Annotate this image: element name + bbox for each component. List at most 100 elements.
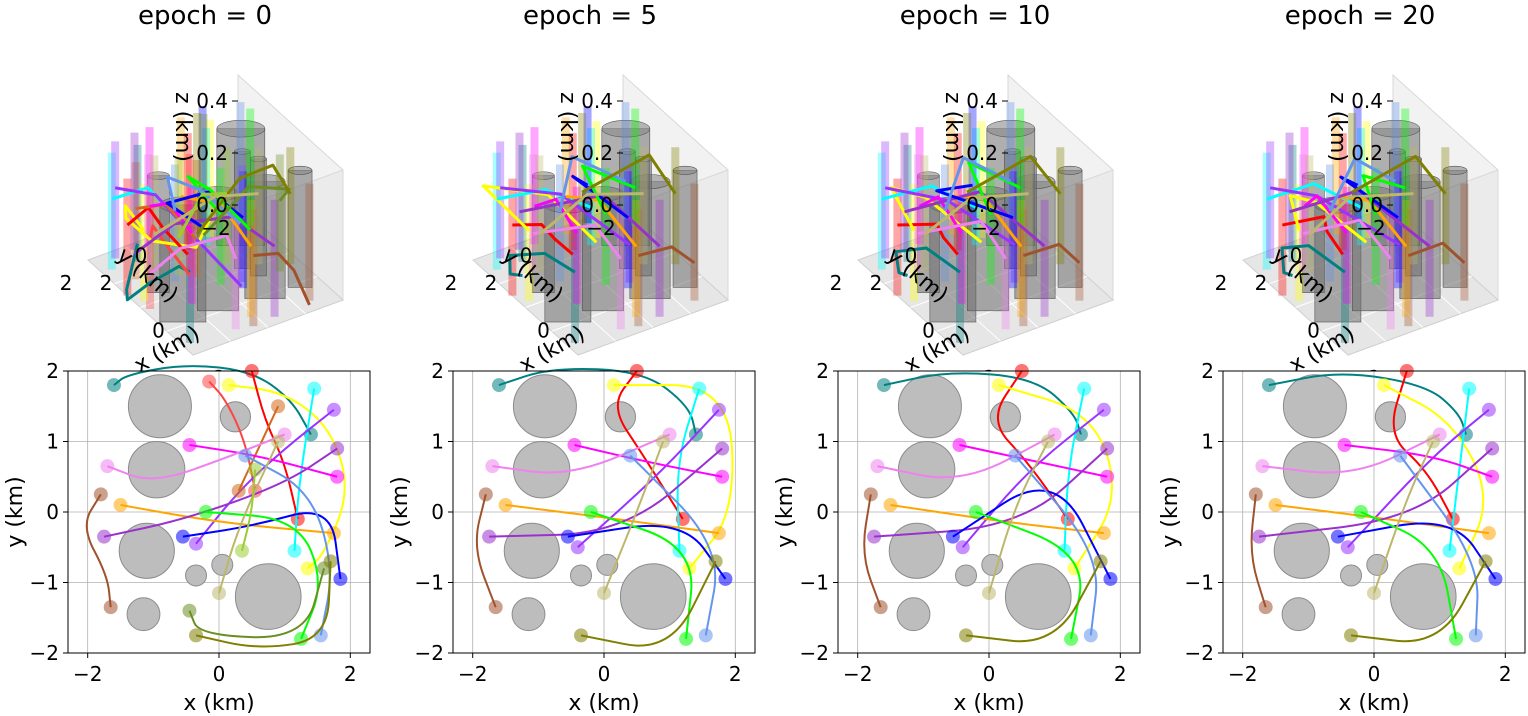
agent-column (236, 102, 245, 220)
agent-goal-marker (679, 631, 694, 646)
obstacle-circle (211, 553, 234, 576)
obstacle-circle (897, 374, 962, 439)
y-tick-label: 0 (46, 500, 59, 524)
agent-start-marker (876, 378, 891, 393)
agent-column (624, 171, 633, 289)
obstacle-circle (127, 440, 186, 499)
z-axis-label: z (km) (940, 92, 965, 162)
agent-column (655, 199, 664, 317)
obstacle-circle (118, 522, 175, 579)
agent-column (632, 200, 641, 317)
obstacle-circle (503, 522, 560, 579)
agent-column (1295, 184, 1304, 302)
agent-start-marker (574, 628, 589, 643)
agent-column (146, 192, 155, 309)
agent-start-marker (863, 487, 878, 502)
agent-trajectory (1383, 384, 1485, 569)
agent-start-marker (1337, 438, 1352, 453)
obstacle-circle (1374, 401, 1407, 433)
agent-goal-marker (1096, 526, 1111, 541)
agent-trajectory-3d (1407, 241, 1466, 264)
agent-start-marker (560, 529, 575, 544)
plot-2d-5: −2 0 2 −2 −1 0 1 2 x (km) y (km) (773, 359, 1141, 716)
x-tick-label: 2 (729, 662, 742, 686)
agent-trajectory-3d (500, 186, 631, 247)
agent-start-marker (1252, 529, 1267, 544)
agent-goal-marker (189, 536, 204, 551)
y-tick-label: −2 (971, 216, 1000, 240)
agent-column (1342, 186, 1351, 304)
obstacle-cylinder-top (601, 119, 651, 138)
agent-column (877, 152, 886, 270)
agent-start-marker (175, 529, 190, 544)
agent-goal-marker (488, 600, 503, 615)
x-tick-label: 2 (1499, 662, 1512, 686)
agent-start-marker (478, 487, 493, 502)
agent-start-marker (583, 505, 598, 519)
agent-column (286, 147, 295, 265)
agent-goal-marker (1481, 526, 1496, 541)
agent-column (1040, 199, 1049, 317)
agent-start-marker (867, 529, 882, 544)
agent-trajectory-3d (571, 174, 629, 219)
agent-column (631, 108, 640, 226)
agent-goal-marker (873, 600, 888, 615)
agent-column (1338, 133, 1347, 251)
agent-column (199, 114, 208, 231)
agent-column (111, 141, 120, 259)
x-tick-label: 0 (1307, 319, 1320, 343)
y-tick-label: 0 (1290, 244, 1303, 268)
agent-column (206, 119, 215, 237)
agent-start-marker (982, 586, 996, 601)
y-tick-label: −1 (30, 571, 59, 595)
x-tick-label: 0 (1368, 662, 1381, 686)
agent-column (525, 184, 534, 302)
agent-start-marker (307, 381, 322, 396)
agent-trajectory-3d (918, 195, 963, 234)
agent-start-marker (623, 448, 638, 463)
agent-trajectory (107, 433, 286, 480)
agent-column (578, 113, 587, 230)
agent-trajectory (890, 503, 1105, 535)
y-tick-label: −2 (800, 641, 829, 665)
agent-trajectory-3d (534, 197, 578, 234)
agent-start-marker (959, 628, 974, 643)
obstacle-cylinder-top (1389, 148, 1406, 155)
agent-start-marker (202, 374, 217, 389)
x-tick-label: 2 (1255, 271, 1268, 295)
obstacle-cylinder-top (1442, 165, 1468, 175)
obstacle-cylinder-top (619, 148, 636, 155)
agent-trajectory-3d (202, 185, 291, 237)
obstacle-cylinder-top (1371, 119, 1421, 138)
z-tick-label: 0.2 (196, 141, 228, 165)
agent-column (1394, 171, 1403, 289)
y-tick-label: −2 (586, 216, 615, 240)
obstacle-circle (1282, 374, 1347, 439)
agent-goal-marker (1449, 631, 1464, 646)
z-tick-label: 0.4 (581, 89, 613, 113)
agent-column (183, 133, 192, 251)
agent-column (1460, 183, 1469, 301)
obstacle-circle (981, 553, 1004, 576)
y-tick-label: 2 (431, 359, 444, 383)
agent-trajectory-3d (253, 251, 311, 306)
y-tick-label: −1 (800, 571, 829, 595)
agent-column (1362, 121, 1371, 239)
agent-start-marker (711, 402, 726, 417)
obstacle-cylinder-top (234, 148, 251, 155)
y-tick-label: −1 (1185, 571, 1214, 595)
agent-trajectory-3d (943, 156, 1012, 212)
y-tick-label: 1 (1201, 430, 1214, 454)
y-axis-label: y (km) (3, 476, 28, 547)
obstacle-circle (955, 564, 978, 587)
agent-start-marker (182, 438, 197, 453)
agent-column (556, 164, 564, 282)
obstacle-circle (1340, 564, 1363, 587)
x-tick-label: 2 (100, 271, 113, 295)
agent-goal-marker (330, 469, 345, 484)
x-tick-label: 0 (983, 662, 996, 686)
subplot-title: epoch = 5 (523, 1, 657, 31)
